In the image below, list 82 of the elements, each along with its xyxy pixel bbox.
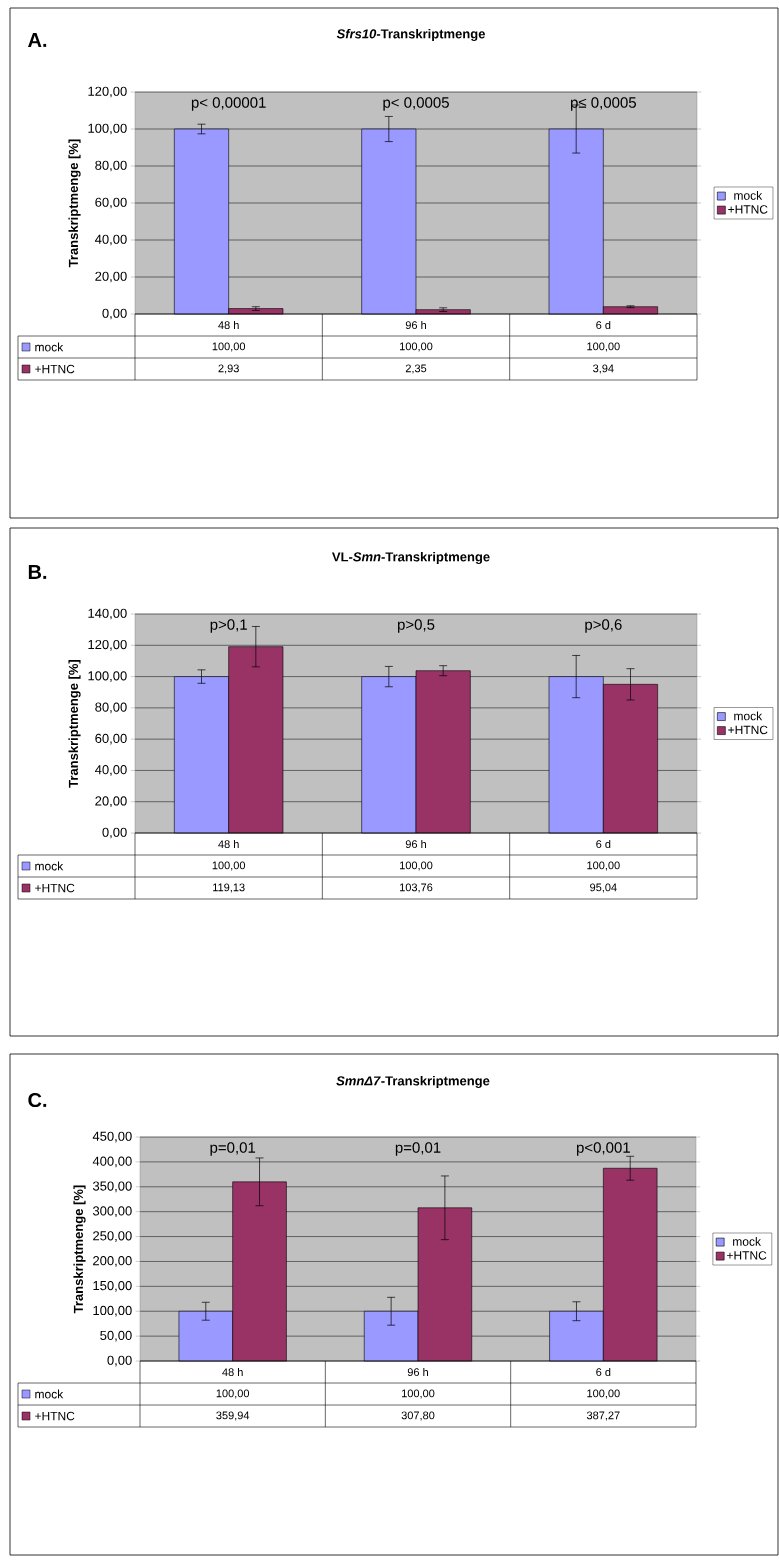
y-tick-label: 120,00 [88, 86, 127, 98]
data-label: 307,80 [401, 1411, 435, 1421]
annotation: p< 0,0005 [383, 97, 449, 111]
data-label: 119,13 [213, 883, 245, 893]
y-tick-label: 100,00 [93, 1305, 132, 1317]
legend-label: mock [35, 1389, 64, 1399]
y-tick-label: 20,00 [95, 271, 127, 283]
y-axis-title: Transkriptmenge [%] [73, 1185, 86, 1314]
text: mock [734, 711, 763, 721]
y-tick-label: 100,00 [88, 671, 127, 682]
y-tick-label: 0,00 [102, 308, 127, 320]
y-axis-title: Transkriptmenge [%] [68, 659, 81, 788]
y-tick-label: 0,00 [107, 1355, 132, 1367]
data-label: 3,94 [593, 364, 614, 374]
y-tick-label: 140,00 [88, 608, 127, 620]
data-label: 2,35 [405, 364, 427, 374]
data-label: 100,00 [400, 861, 433, 871]
chart-title: VL-Smn-Transkriptmenge [332, 551, 490, 565]
y-axis-title: Transkriptmenge [%] [68, 139, 81, 268]
x-tick-label: 6 d [596, 1367, 611, 1377]
y-tick-label: 40,00 [94, 765, 127, 776]
data-label: 95,04 [590, 883, 617, 893]
text: mock [733, 1236, 761, 1246]
x-tick-label: 6 d [596, 839, 611, 849]
data-label: 103,76 [400, 883, 433, 893]
y-tick-label: 60,00 [95, 733, 127, 745]
annotation: p≤ 0,0005 [571, 97, 637, 111]
x-tick-label: 48 h [218, 839, 239, 849]
legend-label: +HTNC [728, 725, 768, 735]
text: +HTNC [35, 364, 75, 374]
data-label: 387,27 [586, 1411, 620, 1421]
y-tick-label: 0,00 [102, 827, 127, 839]
text: A. [28, 33, 47, 47]
text: +HTNC [35, 883, 75, 893]
y-tick-label: 150,00 [93, 1280, 132, 1292]
x-tick-label: 6 d [596, 320, 611, 330]
y-tick-label: 40,00 [94, 234, 127, 246]
legend-label: +HTNC [727, 1251, 767, 1260]
legend-label: mock [35, 861, 64, 871]
annotation: p>0,6 [585, 619, 622, 633]
annotation: p<0,001 [576, 1142, 630, 1156]
data-label: 100,00 [400, 342, 433, 352]
x-tick-label: 96 h [405, 839, 426, 849]
y-tick-label: 200,00 [93, 1256, 132, 1267]
data-label: 100,00 [587, 1389, 620, 1399]
text: mock [734, 190, 763, 200]
annotation: p=0,01 [210, 1142, 256, 1156]
data-label: 100,00 [587, 342, 620, 352]
y-tick-label: 50,00 [100, 1330, 132, 1342]
data-label: 100,00 [212, 342, 246, 352]
y-tick-label: 350,00 [92, 1181, 132, 1193]
annotation: p>0,1 [210, 619, 247, 633]
y-tick-label: 100,00 [88, 123, 127, 135]
data-label: 2,93 [218, 364, 239, 374]
legend-label: mock [35, 342, 64, 352]
text: C. [28, 1092, 47, 1108]
text: B. [28, 565, 47, 579]
annotation: p=0,01 [395, 1142, 441, 1156]
data-label: 100,00 [402, 1389, 435, 1399]
data-label: 100,00 [212, 861, 246, 871]
annotation: p< 0,00001 [191, 97, 266, 111]
y-tick-label: 250,00 [93, 1231, 132, 1242]
y-tick-label: 300,00 [92, 1206, 132, 1218]
x-tick-label: 48 h [222, 1367, 243, 1377]
y-tick-label: 80,00 [95, 702, 127, 714]
chart-title: SmnΔ7-Transkriptmenge [336, 1075, 490, 1089]
y-tick-label: 80,00 [95, 160, 127, 172]
text: +HTNC [35, 1411, 75, 1421]
chart-title: Sfrs10-Transkriptmenge [336, 28, 485, 42]
x-tick-label: 48 h [218, 320, 239, 330]
x-tick-label: 96 h [407, 1367, 428, 1377]
y-tick-label: 450,00 [92, 1131, 132, 1143]
y-tick-label: 20,00 [95, 796, 127, 808]
x-tick-label: 96 h [405, 320, 426, 330]
annotation: p>0,5 [398, 619, 435, 633]
y-tick-label: 120,00 [88, 639, 127, 651]
data-label: 100,00 [216, 1389, 250, 1399]
legend-label: +HTNC [728, 205, 768, 214]
y-tick-label: 60,00 [95, 197, 127, 209]
y-tick-label: 400,00 [92, 1156, 132, 1168]
data-label: 100,00 [587, 861, 620, 871]
data-label: 359,94 [216, 1411, 250, 1421]
